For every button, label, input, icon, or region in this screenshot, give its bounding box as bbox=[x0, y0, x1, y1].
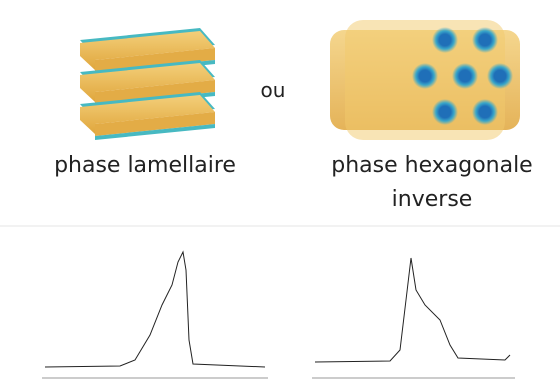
or-label: ou bbox=[261, 78, 286, 102]
hexagonal-label: phase hexagonale bbox=[331, 153, 532, 178]
lamellar-label: phase lamellaire bbox=[54, 153, 236, 178]
spectra bbox=[42, 250, 515, 379]
spectrum-left bbox=[44, 250, 266, 368]
spectrum-right bbox=[314, 257, 511, 363]
hexagonal-illustration bbox=[330, 20, 520, 140]
hexagonal-label-2: inverse bbox=[392, 187, 473, 212]
lamellar-illustration bbox=[80, 28, 215, 140]
